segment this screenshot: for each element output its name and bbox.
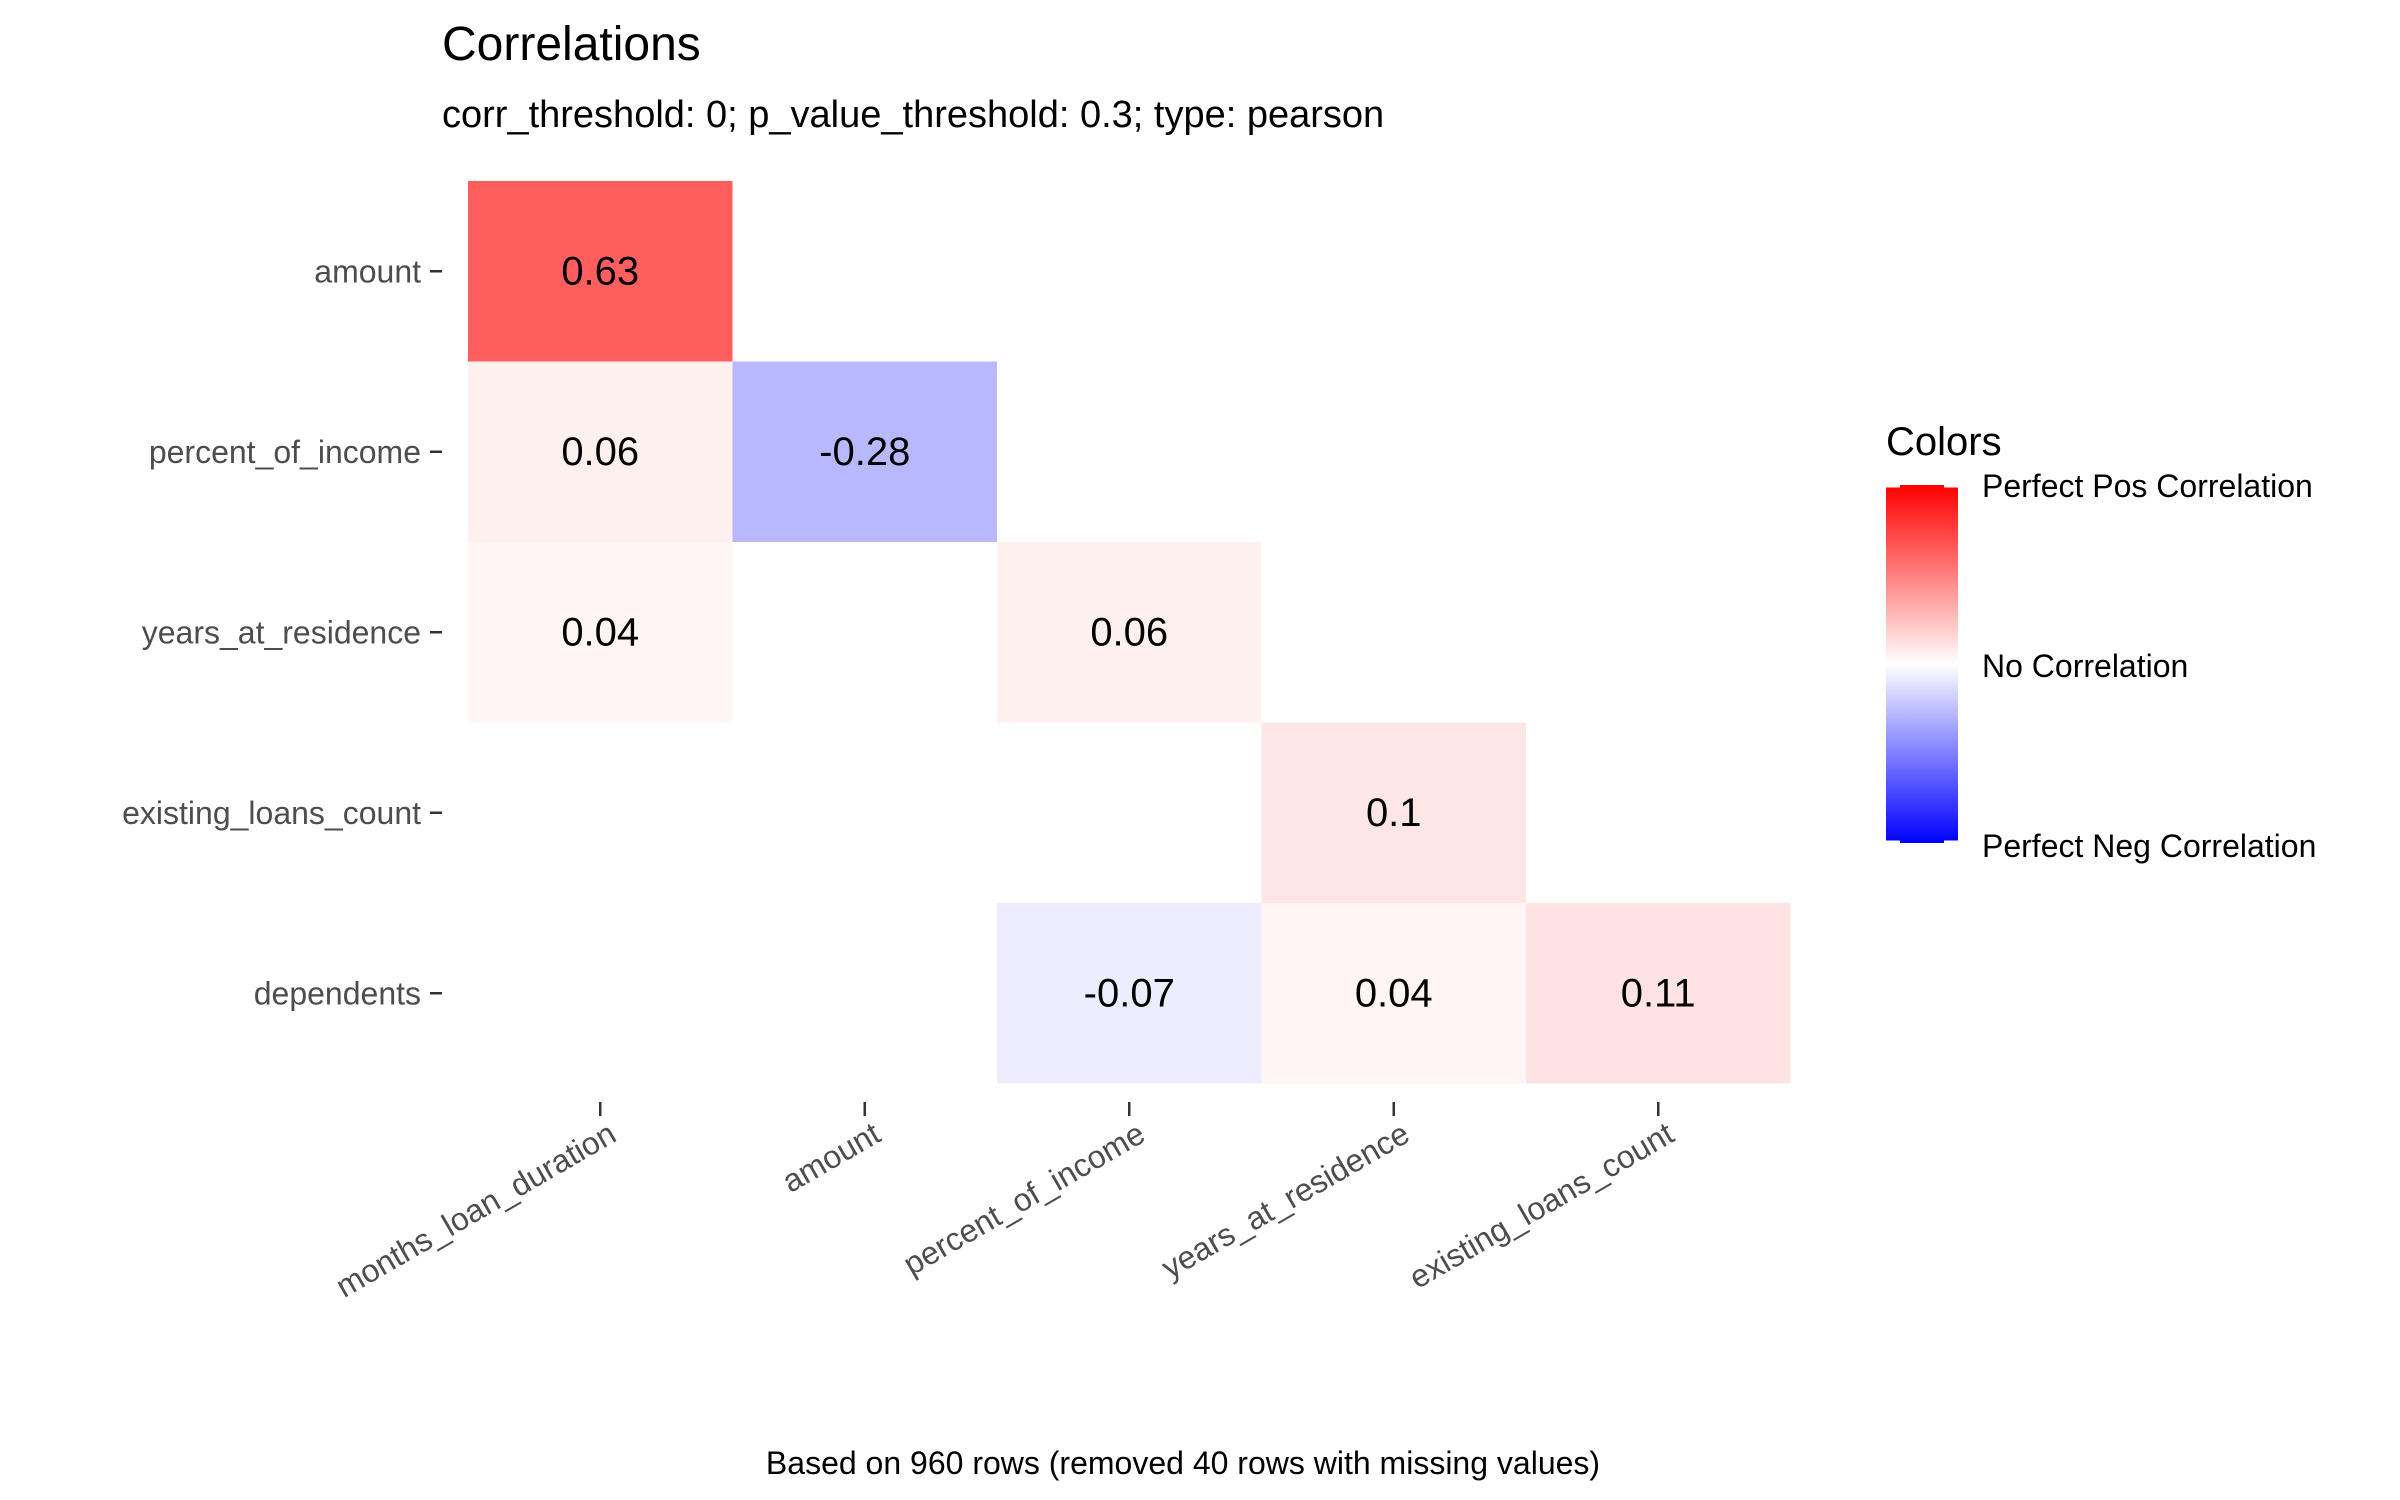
y-tick-label-dependents: dependents [254,975,421,1011]
cell-value-label: 0.11 [1621,971,1696,1015]
cell-value-label: 0.1 [1366,791,1422,835]
x-tick-label-months-loan-duration: months_loan_duration [330,1115,622,1305]
heatmap-cell-months-loan-duration-amount [468,181,733,362]
heatmap-cell-amount-percent-of-income [732,361,997,542]
x-tick-label-years-at-residence: years_at_residence [1155,1115,1415,1286]
legend-title: Colors [1886,420,2002,464]
heatmap-cell-years-at-residence-dependents [1261,903,1526,1084]
heatmap-cell-years-at-residence-existing-loans-count [1261,722,1526,903]
y-tick-label-years-at-residence: years_at_residence [142,614,421,650]
cell-value-label: 0.63 [561,249,639,293]
cell-value-label: -0.28 [819,430,910,474]
legend: Colors Perfect Pos Correlation No Correl… [1886,420,2316,864]
cell-value-label: 0.06 [561,430,639,474]
y-tick-label-percent-of-income: percent_of_income [149,434,421,470]
legend-label-none: No Correlation [1982,648,2188,684]
heatmap-cell-months-loan-duration-years-at-residence [468,542,733,723]
legend-label-pos: Perfect Pos Correlation [1982,468,2313,504]
heatmap-cells: 0.63 0.06 -0.28 0.04 0.06 0.1 -0.07 0.04 0.11 [468,181,1791,1084]
y-tick-label-existing-loans-count: existing_loans_count [122,795,421,831]
cell-value-label: 0.06 [1090,610,1168,654]
x-axis: months_loan_duration amount percent_of_inc… [330,1102,1680,1304]
x-tick-label-existing-loans-count: existing_loans_count [1403,1115,1680,1296]
legend-label-neg: Perfect Neg Correlation [1982,828,2316,864]
heatmap-cell-months-loan-duration-percent-of-income [468,361,733,542]
heatmap-cell-existing-loans-count-dependents [1526,903,1791,1084]
chart-subtitle: corr_threshold: 0; p_value_threshold: 0.… [442,94,1384,136]
heatmap-cell-percent-of-income-dependents [997,903,1262,1084]
x-tick-label-percent-of-income: percent_of_income [897,1115,1151,1282]
heatmap-cell-percent-of-income-years-at-residence [997,542,1262,723]
cell-value-label: 0.04 [561,610,639,654]
cell-value-label: -0.07 [1084,971,1175,1015]
y-axis: amount percent_of_income years_at_residenc… [122,253,442,1011]
chart-caption: Based on 960 rows (removed 40 rows with … [766,1445,1600,1481]
chart-title: Correlations [442,18,701,71]
y-tick-label-amount: amount [314,253,421,289]
legend-colorbar [1886,485,1958,843]
x-tick-label-amount: amount [776,1115,887,1200]
cell-value-label: 0.04 [1355,971,1433,1015]
